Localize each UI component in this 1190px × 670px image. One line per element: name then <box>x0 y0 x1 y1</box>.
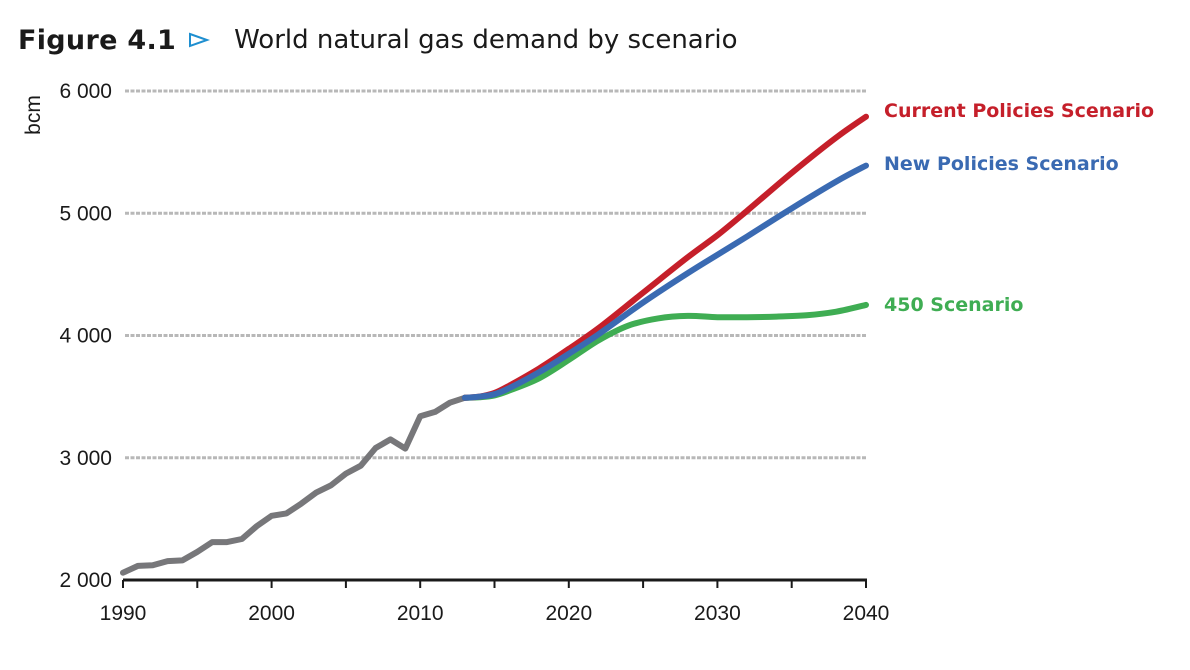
y-tick-label: 6 000 <box>59 80 112 103</box>
figure-number: Figure 4.1 <box>18 24 177 56</box>
series-labels: Current Policies Scenario New Policies Sc… <box>884 100 1154 316</box>
gridlines <box>125 89 866 460</box>
x-tick-label: 2010 <box>397 602 444 625</box>
figure-title: World natural gas demand by scenario <box>234 25 738 55</box>
x-axis <box>122 578 867 588</box>
figure-header: Figure 4.1 World natural gas demand by s… <box>18 20 738 60</box>
x-tick-label: 2000 <box>248 602 295 625</box>
x-axis-tick-labels: 1990 2000 2010 2020 2030 2040 <box>100 602 890 625</box>
x-tick-label: 2040 <box>843 602 890 625</box>
450-scenario-line <box>461 301 869 401</box>
series-lines <box>120 113 869 576</box>
y-tick-label: 3 000 <box>59 447 112 470</box>
current-policies-scenario-line <box>461 113 869 401</box>
x-tick-label: 2020 <box>545 602 592 625</box>
series-label: 450 Scenario <box>884 294 1023 316</box>
y-axis-tick-labels: 2 000 3 000 4 000 5 000 6 000 <box>59 80 112 592</box>
x-tick-label: 1990 <box>100 602 147 625</box>
x-tick-label: 2030 <box>694 602 741 625</box>
series-label: Current Policies Scenario <box>884 100 1154 122</box>
series-label: New Policies Scenario <box>884 153 1119 175</box>
historical-line <box>120 394 468 576</box>
y-tick-label: 2 000 <box>59 569 112 592</box>
y-axis-title: bcm <box>22 95 45 135</box>
y-tick-label: 5 000 <box>59 202 112 225</box>
triangle-right-icon <box>189 32 211 48</box>
new-policies-scenario-line <box>461 162 869 401</box>
y-tick-label: 4 000 <box>59 325 112 348</box>
